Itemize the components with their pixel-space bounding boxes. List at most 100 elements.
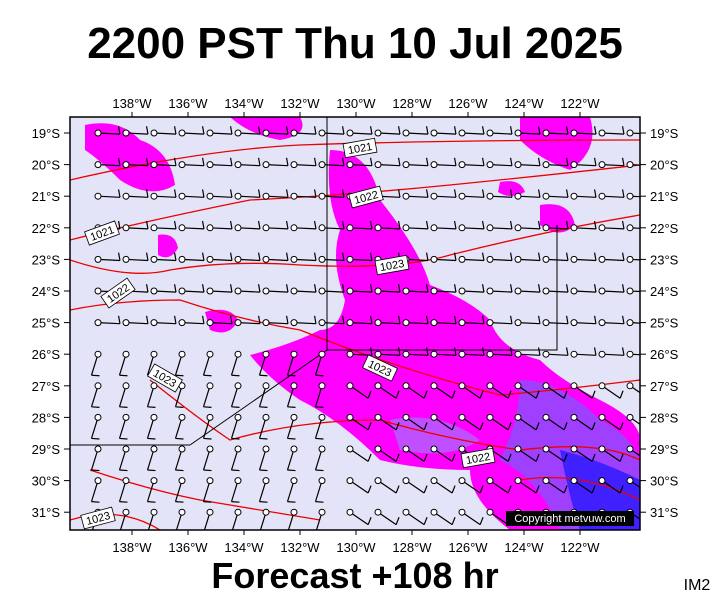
- barb-shaft: [517, 195, 541, 198]
- barb-shaft: [517, 290, 541, 293]
- isobar-label: 1022: [460, 447, 496, 469]
- barb-flag: [91, 469, 100, 472]
- barb-shaft: [230, 417, 239, 439]
- barb-station: [290, 224, 298, 232]
- barb-flag: [257, 126, 261, 135]
- barb-flag: [201, 220, 205, 230]
- barb-shaft: [321, 195, 345, 198]
- barb-station: [626, 413, 634, 421]
- barb-station: [262, 350, 270, 358]
- barb-shaft: [202, 417, 211, 439]
- barb-flag: [369, 315, 373, 324]
- barb-station: [318, 508, 326, 516]
- barb-flag: [397, 126, 401, 135]
- barb-station: [178, 413, 186, 421]
- barb-station: [206, 287, 214, 295]
- barb-shaft: [545, 227, 569, 230]
- barb-flag: [119, 469, 128, 472]
- barb-shaft: [258, 417, 267, 439]
- barb-shaft: [97, 195, 121, 198]
- longitude-label-bottom: 126°W: [448, 540, 488, 555]
- longitude-label-bottom: 138°W: [112, 540, 152, 555]
- barb-station: [318, 382, 326, 390]
- barb-flag: [117, 315, 121, 324]
- barb-station: [318, 224, 326, 232]
- barb-station: [290, 445, 298, 453]
- barb-flag: [231, 406, 240, 408]
- barb-station: [150, 287, 158, 295]
- barb-station: [346, 255, 354, 263]
- barb-shaft: [405, 322, 429, 325]
- barb-station: [486, 477, 494, 485]
- barb-station: [178, 192, 186, 200]
- barb-flag: [175, 533, 183, 534]
- barb-shaft: [377, 290, 401, 293]
- barb-shaft: [181, 322, 205, 325]
- barb-shaft: [601, 353, 625, 356]
- barb-station: [458, 413, 466, 421]
- barb-station: [430, 445, 438, 453]
- barb-shaft: [405, 227, 429, 230]
- barb-flag: [369, 284, 373, 293]
- barb-station: [262, 477, 270, 485]
- barb-shaft: [202, 385, 211, 407]
- barb-shaft: [181, 290, 205, 293]
- barb-shaft: [545, 353, 569, 356]
- barb-station: [206, 129, 214, 137]
- barb-station: [542, 319, 550, 327]
- barb-shaft: [90, 448, 99, 471]
- barb-shaft: [181, 195, 205, 198]
- barb-shaft: [258, 448, 267, 471]
- barb-station: [542, 445, 550, 453]
- barb-shaft: [629, 132, 640, 135]
- barb-flag: [259, 374, 268, 377]
- barb-station: [94, 413, 102, 421]
- longitude-label-top: 122°W: [560, 96, 600, 111]
- barb-shaft: [629, 290, 640, 293]
- barb-shaft: [629, 416, 640, 425]
- barb-station: [430, 255, 438, 263]
- barb-station: [122, 161, 130, 169]
- latitude-label-right: 19°S: [650, 126, 679, 141]
- barb-station: [262, 129, 270, 137]
- barb-flag: [341, 189, 345, 198]
- barb-flag: [147, 406, 156, 408]
- barb-flag: [173, 126, 177, 135]
- barb-flag: [313, 189, 317, 198]
- barb-station: [318, 287, 326, 295]
- barb-shaft: [433, 227, 457, 230]
- barb-station: [94, 445, 102, 453]
- barb-station: [122, 445, 130, 453]
- barb-station: [598, 477, 606, 485]
- barb-shaft: [629, 480, 640, 489]
- barb-station: [374, 161, 382, 169]
- barb-flag: [621, 157, 625, 166]
- barb-shaft: [153, 258, 177, 262]
- barb-station: [290, 508, 298, 516]
- barb-station: [458, 161, 466, 169]
- barb-station: [514, 287, 522, 295]
- barb-station: [374, 350, 382, 358]
- barb-flag: [507, 453, 512, 462]
- barb-station: [262, 224, 270, 232]
- barb-station: [150, 413, 158, 421]
- barb-flag: [201, 284, 205, 293]
- barb-flag: [285, 284, 289, 293]
- barb-station: [626, 255, 634, 263]
- barb-station: [150, 224, 158, 232]
- barb-station: [234, 477, 242, 485]
- barb-flag: [203, 437, 212, 440]
- barb-station: [178, 477, 186, 485]
- barb-shaft: [461, 480, 481, 494]
- barb-station: [234, 445, 242, 453]
- barb-shaft: [293, 227, 317, 230]
- barb-shaft: [405, 448, 425, 462]
- latitude-label-left: 27°S: [32, 379, 61, 394]
- barb-station: [374, 224, 382, 232]
- barb-flag: [287, 469, 296, 472]
- barb-flag: [591, 453, 596, 462]
- barb-shaft: [517, 132, 541, 135]
- barb-flag: [425, 347, 429, 356]
- longitude-label-top: 126°W: [448, 96, 488, 111]
- barb-flag: [147, 437, 156, 440]
